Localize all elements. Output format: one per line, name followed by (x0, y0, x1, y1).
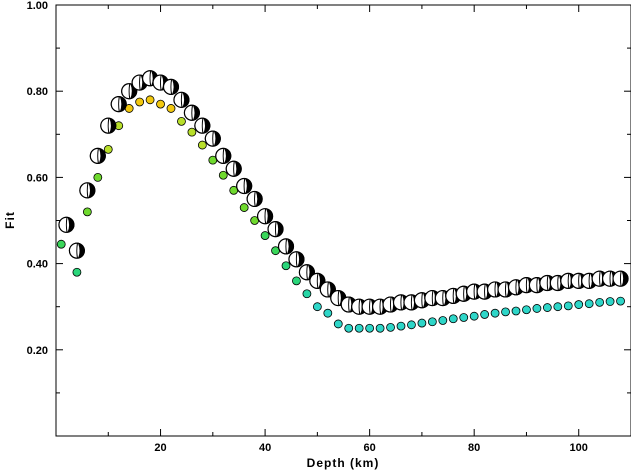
variance-dot (177, 116, 186, 126)
focal-mechanism-marker (256, 208, 274, 225)
focal-mechanism-marker (204, 130, 221, 147)
focal-mechanism-marker (319, 281, 336, 298)
variance-dot (156, 99, 165, 109)
variance-dot (427, 317, 437, 327)
variance-dot (260, 231, 270, 240)
variance-dot (459, 313, 469, 322)
variance-dot (616, 296, 625, 306)
variance-dot (396, 321, 406, 331)
variance-dot (375, 323, 385, 333)
focal-mechanism-marker (68, 242, 86, 259)
variance-dot (344, 323, 354, 333)
variance-dot (522, 305, 531, 315)
variance-dot (281, 261, 291, 271)
variance-dot (595, 297, 605, 307)
focal-mechanism-marker (267, 221, 284, 238)
variance-dot (135, 97, 145, 107)
variance-dot (490, 308, 500, 318)
variance-dot (239, 203, 249, 212)
variance-dot (82, 207, 92, 217)
y-tick-label: 1.00 (27, 0, 48, 12)
variance-dot (501, 307, 510, 317)
variance-dot (72, 267, 82, 277)
variance-dot (187, 127, 197, 137)
focal-mechanism-marker (215, 147, 232, 164)
axis-tick-labels: 20 40 60 80 100 0.20 0.40 0.60 0.80 1.00 (27, 0, 588, 454)
focal-mechanism-marker (277, 238, 295, 255)
variance-dot (407, 320, 416, 330)
focal-mechanism-marker (89, 147, 106, 164)
focal-mechanism-marker (162, 78, 180, 95)
focal-mechanism-marker (121, 83, 138, 100)
focal-mechanism-marker (309, 272, 326, 289)
focal-mechanism-marker (110, 96, 127, 113)
variance-dot (563, 301, 573, 311)
variance-dot (354, 323, 364, 333)
variance-dot (292, 276, 301, 286)
variance-dot (584, 299, 594, 309)
focal-mechanism-marker (225, 160, 242, 177)
variance-dots-series (56, 95, 625, 333)
focal-mechanism-marker (100, 117, 117, 134)
variance-dot (218, 170, 228, 180)
x-axis-title: Depth (km) (307, 456, 380, 470)
variance-dot (56, 239, 66, 249)
focal-mechanism-marker (288, 251, 305, 268)
axis-ticks (56, 4, 631, 436)
variance-dot (605, 297, 615, 306)
y-axis-title: Fit (3, 211, 17, 229)
focal-mechanism-marker (612, 270, 629, 287)
variance-dot (166, 104, 176, 113)
variance-dot (417, 318, 427, 328)
plot-frame (55, 4, 631, 437)
y-tick-label: 0.80 (27, 86, 48, 98)
y-tick-label: 0.20 (27, 345, 48, 357)
y-tick-label: 0.40 (27, 259, 48, 271)
variance-dot (197, 140, 207, 150)
x-tick-label: 20 (154, 442, 166, 454)
focal-mechanism-marker (183, 104, 201, 121)
focal-mechanism-marker (298, 264, 316, 281)
x-tick-label: 100 (570, 442, 588, 454)
variance-dot (302, 289, 312, 299)
variance-dot (386, 322, 395, 332)
variance-dot (574, 300, 584, 309)
variance-dot (553, 302, 563, 312)
variance-dot (511, 306, 521, 316)
focal-mechanism-marker (246, 190, 263, 208)
y-tick-label: 0.60 (27, 172, 48, 184)
focal-mechanism-marker (528, 277, 546, 294)
variance-dot (469, 311, 479, 321)
variance-dot (93, 172, 103, 182)
x-tick-label: 60 (364, 442, 376, 454)
focal-mechanism-series (58, 70, 629, 315)
variance-dot (448, 314, 458, 324)
variance-dot (312, 302, 322, 312)
variance-dot (103, 144, 113, 154)
focal-mechanism-marker (236, 177, 253, 195)
variance-dot (365, 323, 375, 333)
variance-dot (542, 303, 552, 312)
x-tick-label: 80 (468, 442, 480, 454)
variance-dot (532, 304, 542, 313)
focal-mechanism-marker (58, 216, 75, 233)
variance-dot (438, 316, 448, 325)
focal-mechanism-marker (194, 117, 211, 134)
focal-mechanism-marker (79, 182, 96, 199)
focal-mechanism-marker (173, 91, 190, 108)
variance-dot (323, 308, 333, 318)
variance-dot (145, 95, 155, 105)
x-tick-label: 40 (259, 442, 271, 454)
variance-dot (480, 310, 490, 319)
variance-dot (333, 319, 343, 329)
